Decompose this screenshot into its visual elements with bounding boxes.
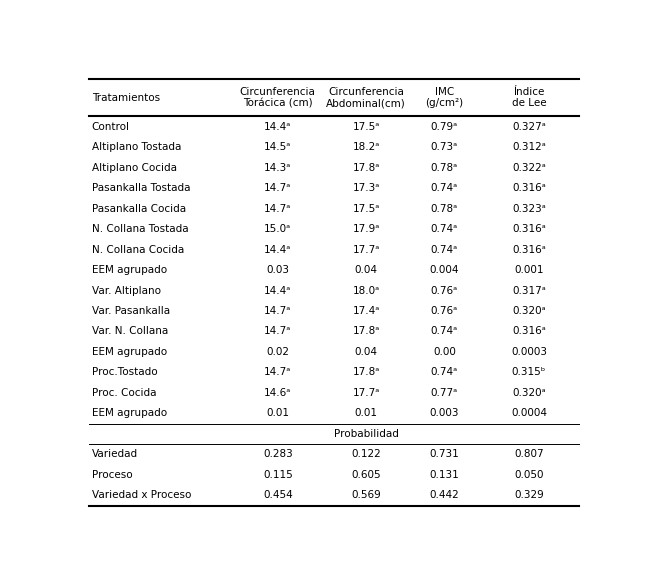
- Text: 0.569: 0.569: [351, 490, 381, 501]
- Text: Variedad x Proceso: Variedad x Proceso: [91, 490, 191, 501]
- Text: 0.320ᵃ: 0.320ᵃ: [512, 306, 546, 316]
- Text: 14.7ᵃ: 14.7ᵃ: [264, 204, 291, 214]
- Text: 0.329: 0.329: [514, 490, 544, 501]
- Text: 0.807: 0.807: [514, 449, 544, 459]
- Text: 0.77ᵃ: 0.77ᵃ: [431, 388, 458, 398]
- Text: EEM agrupado: EEM agrupado: [91, 265, 167, 275]
- Text: 14.4ᵃ: 14.4ᵃ: [264, 285, 291, 296]
- Text: Control: Control: [91, 122, 130, 131]
- Text: 0.316ᵃ: 0.316ᵃ: [512, 224, 546, 234]
- Text: 18.2ᵃ: 18.2ᵃ: [352, 142, 379, 152]
- Text: 0.73ᵃ: 0.73ᵃ: [431, 142, 458, 152]
- Text: Índice
de Lee: Índice de Lee: [512, 87, 546, 108]
- Text: Circunferencia
Abdominal(cm): Circunferencia Abdominal(cm): [326, 87, 406, 108]
- Text: 0.78ᵃ: 0.78ᵃ: [431, 162, 458, 173]
- Text: 0.74ᵃ: 0.74ᵃ: [431, 327, 458, 336]
- Text: 0.74ᵃ: 0.74ᵃ: [431, 224, 458, 234]
- Text: 0.050: 0.050: [514, 470, 544, 480]
- Text: 14.4ᵃ: 14.4ᵃ: [264, 245, 291, 255]
- Text: 0.316ᵃ: 0.316ᵃ: [512, 327, 546, 336]
- Text: 0.320ᵃ: 0.320ᵃ: [512, 388, 546, 398]
- Text: 14.7ᵃ: 14.7ᵃ: [264, 306, 291, 316]
- Text: 15.0ᵃ: 15.0ᵃ: [264, 224, 291, 234]
- Text: 0.78ᵃ: 0.78ᵃ: [431, 204, 458, 214]
- Text: 0.312ᵃ: 0.312ᵃ: [512, 142, 546, 152]
- Text: Circunferencia
Torácica (cm): Circunferencia Torácica (cm): [240, 87, 316, 108]
- Text: Variedad: Variedad: [91, 449, 138, 459]
- Text: 0.001: 0.001: [514, 265, 544, 275]
- Text: EEM agrupado: EEM agrupado: [91, 409, 167, 418]
- Text: 14.6ᵃ: 14.6ᵃ: [264, 388, 291, 398]
- Text: 0.122: 0.122: [351, 449, 381, 459]
- Text: Pasankalla Cocida: Pasankalla Cocida: [91, 204, 186, 214]
- Text: 0.76ᵃ: 0.76ᵃ: [431, 306, 458, 316]
- Text: 0.74ᵃ: 0.74ᵃ: [431, 183, 458, 193]
- Text: 0.02: 0.02: [266, 347, 289, 357]
- Text: 0.283: 0.283: [263, 449, 293, 459]
- Text: Var. N. Collana: Var. N. Collana: [91, 327, 168, 336]
- Text: 14.7ᵃ: 14.7ᵃ: [264, 327, 291, 336]
- Text: 17.4ᵃ: 17.4ᵃ: [352, 306, 379, 316]
- Text: EEM agrupado: EEM agrupado: [91, 347, 167, 357]
- Text: 0.316ᵃ: 0.316ᵃ: [512, 183, 546, 193]
- Text: 14.5ᵃ: 14.5ᵃ: [264, 142, 291, 152]
- Text: 17.5ᵃ: 17.5ᵃ: [352, 204, 379, 214]
- Text: Proc. Cocida: Proc. Cocida: [91, 388, 156, 398]
- Text: 0.74ᵃ: 0.74ᵃ: [431, 245, 458, 255]
- Text: 17.8ᵃ: 17.8ᵃ: [352, 327, 379, 336]
- Text: Pasankalla Tostada: Pasankalla Tostada: [91, 183, 190, 193]
- Text: 17.3ᵃ: 17.3ᵃ: [352, 183, 379, 193]
- Text: 0.79ᵃ: 0.79ᵃ: [431, 122, 458, 131]
- Text: 17.7ᵃ: 17.7ᵃ: [352, 245, 379, 255]
- Text: 0.454: 0.454: [263, 490, 293, 501]
- Text: Altiplano Cocida: Altiplano Cocida: [91, 162, 177, 173]
- Text: Var. Altiplano: Var. Altiplano: [91, 285, 160, 296]
- Text: 14.7ᵃ: 14.7ᵃ: [264, 183, 291, 193]
- Text: 0.004: 0.004: [430, 265, 459, 275]
- Text: Var. Pasankalla: Var. Pasankalla: [91, 306, 170, 316]
- Text: Proceso: Proceso: [91, 470, 132, 480]
- Text: Probabilidad: Probabilidad: [334, 429, 398, 439]
- Text: 0.03: 0.03: [266, 265, 289, 275]
- Text: Altiplano Tostada: Altiplano Tostada: [91, 142, 181, 152]
- Text: 0.01: 0.01: [355, 409, 378, 418]
- Text: 0.01: 0.01: [266, 409, 289, 418]
- Text: Proc.Tostado: Proc.Tostado: [91, 367, 157, 378]
- Text: 14.4ᵃ: 14.4ᵃ: [264, 122, 291, 131]
- Text: 0.323ᵃ: 0.323ᵃ: [512, 204, 546, 214]
- Text: 0.322ᵃ: 0.322ᵃ: [512, 162, 546, 173]
- Text: 14.7ᵃ: 14.7ᵃ: [264, 367, 291, 378]
- Text: 0.315ᵇ: 0.315ᵇ: [512, 367, 546, 378]
- Text: 0.76ᵃ: 0.76ᵃ: [431, 285, 458, 296]
- Text: 17.8ᵃ: 17.8ᵃ: [352, 367, 379, 378]
- Text: 0.74ᵃ: 0.74ᵃ: [431, 367, 458, 378]
- Text: Tratamientos: Tratamientos: [91, 92, 160, 103]
- Text: 0.00: 0.00: [433, 347, 456, 357]
- Text: 17.9ᵃ: 17.9ᵃ: [352, 224, 379, 234]
- Text: 0.0003: 0.0003: [511, 347, 547, 357]
- Text: 18.0ᵃ: 18.0ᵃ: [353, 285, 379, 296]
- Text: 0.115: 0.115: [263, 470, 293, 480]
- Text: 0.327ᵃ: 0.327ᵃ: [512, 122, 546, 131]
- Text: 0.731: 0.731: [430, 449, 459, 459]
- Text: 0.003: 0.003: [430, 409, 459, 418]
- Text: N. Collana Cocida: N. Collana Cocida: [91, 245, 184, 255]
- Text: 0.04: 0.04: [355, 347, 378, 357]
- Text: 17.8ᵃ: 17.8ᵃ: [352, 162, 379, 173]
- Text: N. Collana Tostada: N. Collana Tostada: [91, 224, 188, 234]
- Text: 17.5ᵃ: 17.5ᵃ: [352, 122, 379, 131]
- Text: IMC
(g/cm²): IMC (g/cm²): [425, 87, 464, 108]
- Text: 0.0004: 0.0004: [511, 409, 547, 418]
- Text: 14.3ᵃ: 14.3ᵃ: [264, 162, 291, 173]
- Text: 0.605: 0.605: [351, 470, 381, 480]
- Text: 0.131: 0.131: [430, 470, 459, 480]
- Text: 0.04: 0.04: [355, 265, 378, 275]
- Text: 17.7ᵃ: 17.7ᵃ: [352, 388, 379, 398]
- Text: 0.442: 0.442: [430, 490, 459, 501]
- Text: 0.316ᵃ: 0.316ᵃ: [512, 245, 546, 255]
- Text: 0.317ᵃ: 0.317ᵃ: [512, 285, 546, 296]
